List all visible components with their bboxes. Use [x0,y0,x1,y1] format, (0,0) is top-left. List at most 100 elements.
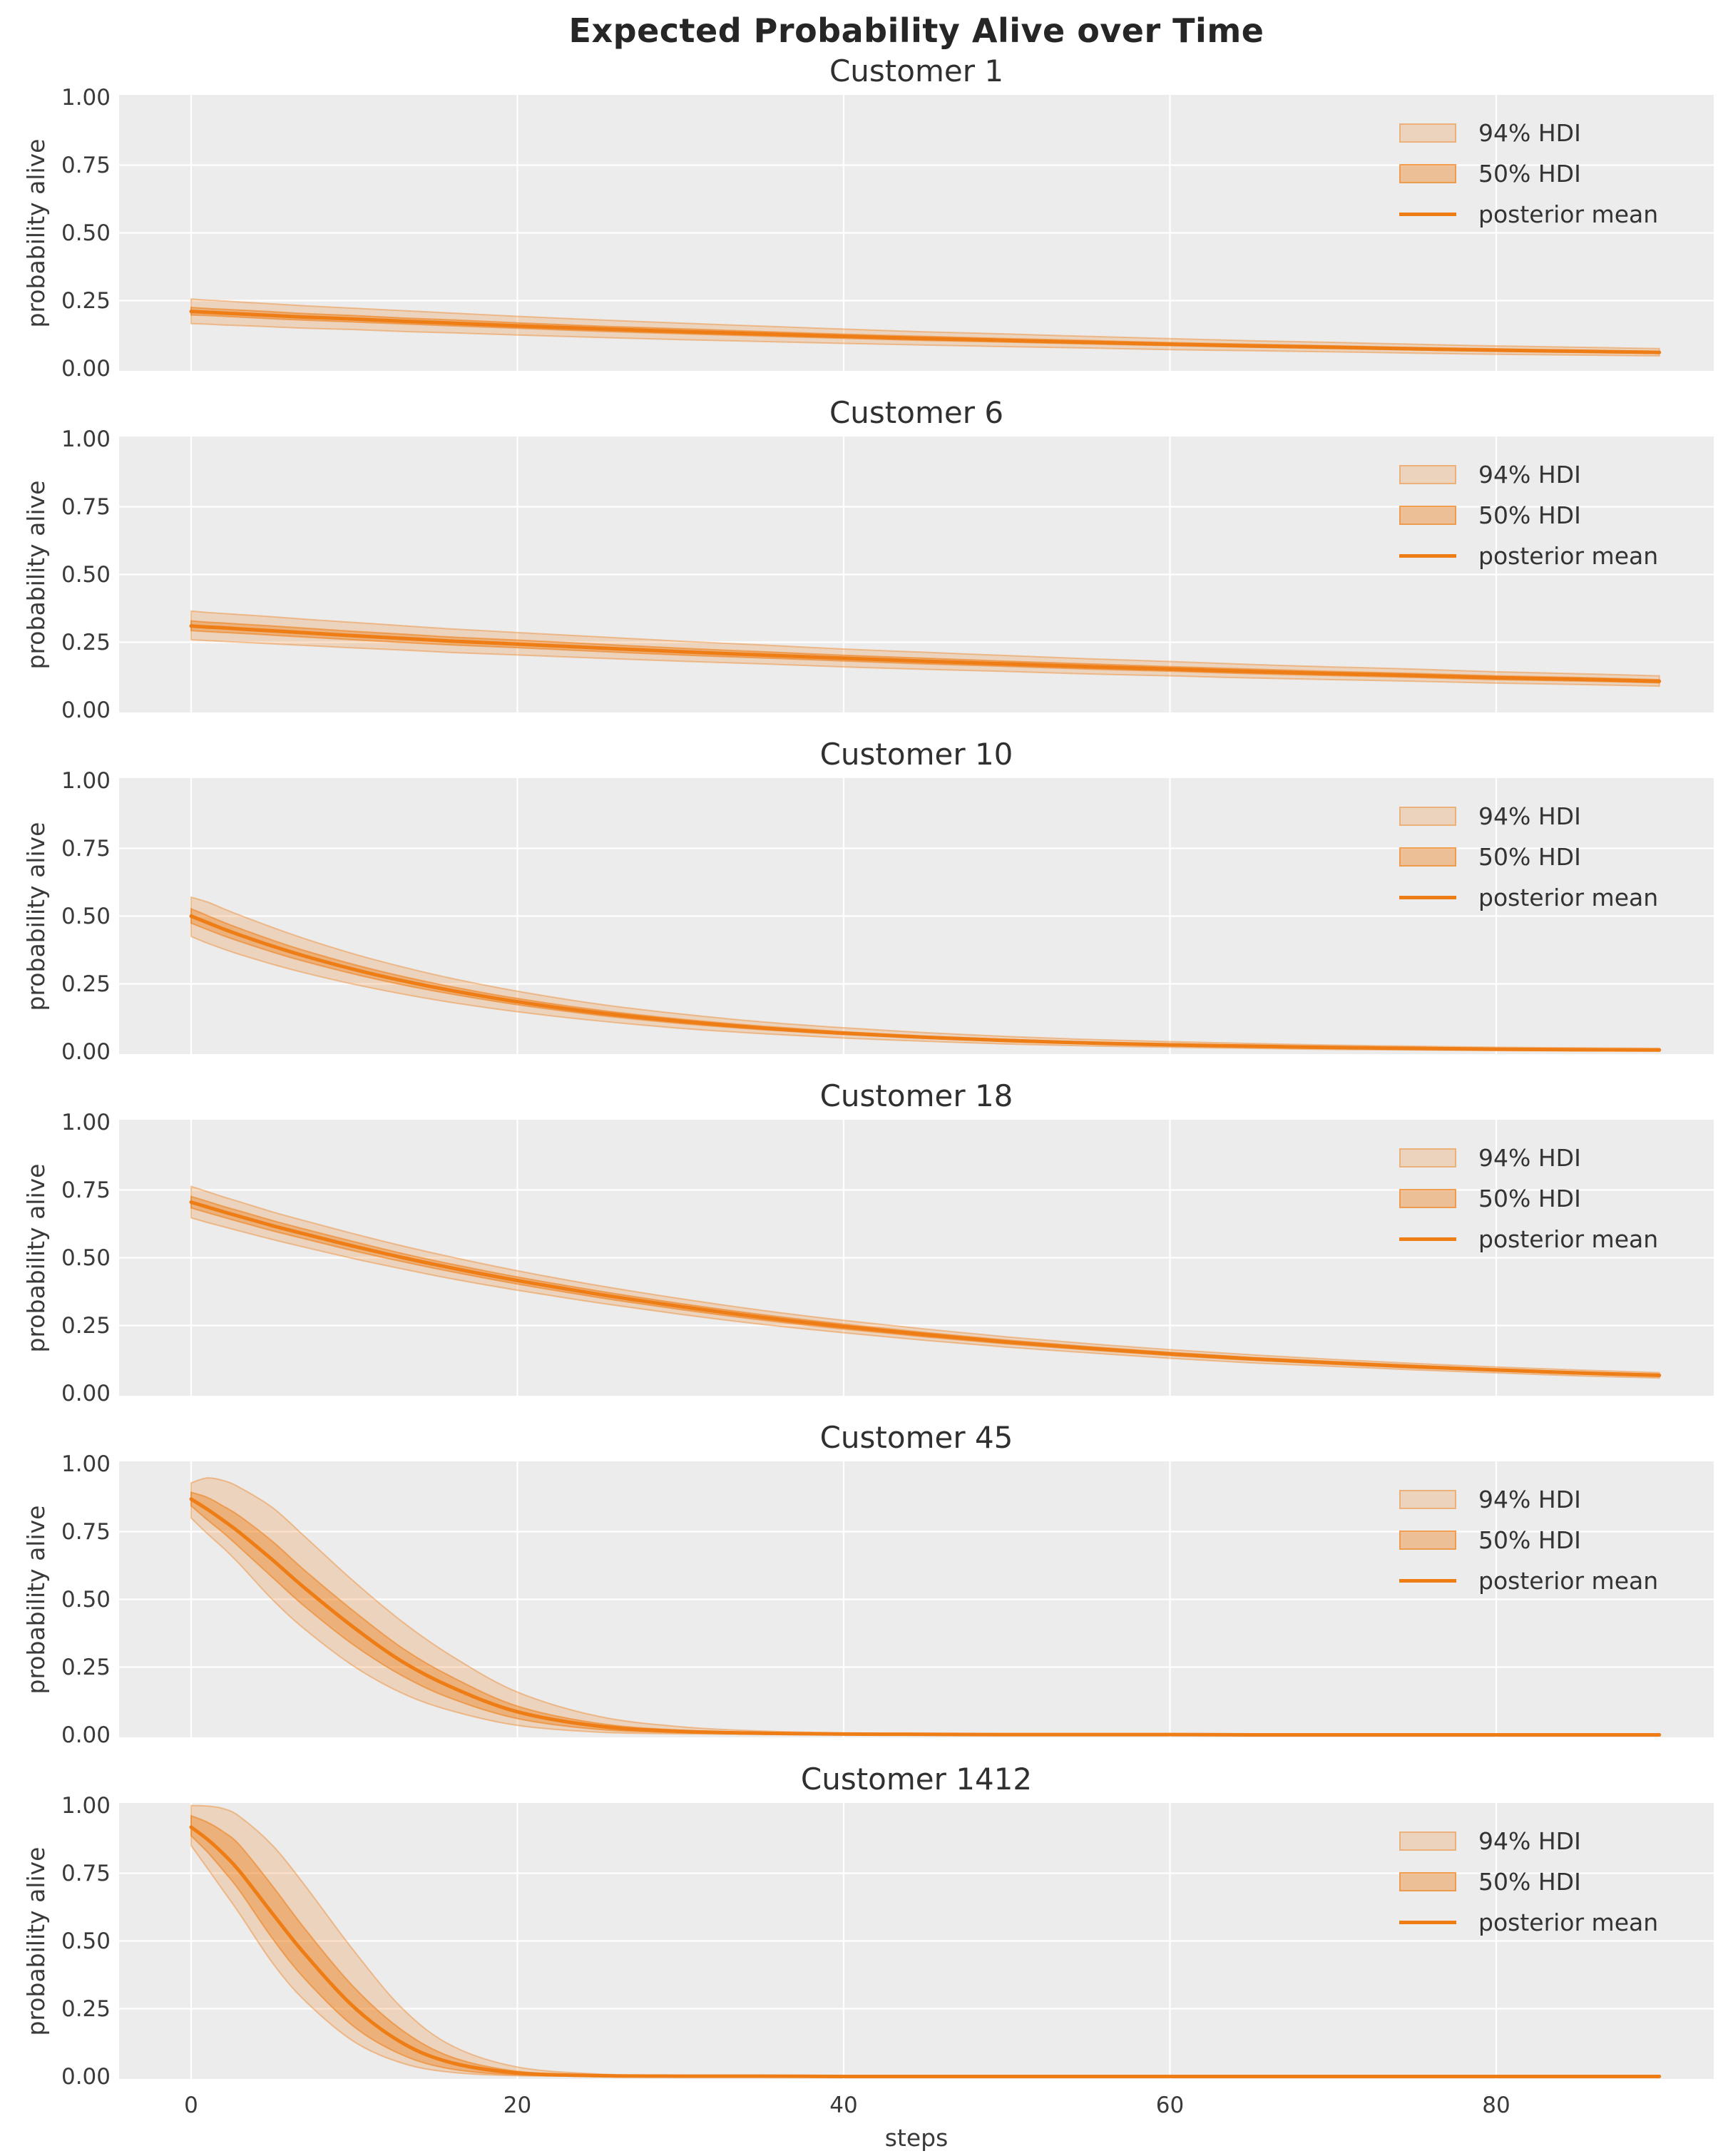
legend-item: posterior mean [1399,536,1658,576]
y-tick-label: 0.75 [61,1177,111,1203]
legend-label: posterior mean [1478,200,1659,228]
hdi-50-swatch-icon [1399,506,1456,525]
y-tick-label: 0.25 [61,629,111,655]
y-tick-label: 0.00 [61,1038,111,1065]
posterior-mean-line-icon [1399,896,1456,899]
hdi-94-swatch-icon [1399,807,1456,826]
legend-item: 94% HDI [1399,113,1658,153]
y-tick-label: 1.00 [61,1109,111,1135]
posterior-mean-line-icon [1399,1921,1456,1924]
posterior-mean-line [189,1497,1662,1737]
legend: 94% HDI 50% HDI posterior mean [1399,1479,1658,1601]
legend-item: posterior mean [1399,1560,1658,1601]
legend-item: 94% HDI [1399,1821,1658,1861]
legend-label: posterior mean [1478,1567,1659,1595]
x-tick-label: 20 [503,2093,532,2118]
y-tick-label: 0.50 [61,903,111,929]
legend-item: posterior mean [1399,1902,1658,1943]
legend-label: 50% HDI [1478,1868,1581,1896]
hdi-50-swatch-icon [1399,847,1456,867]
hdi-94-band [190,610,1660,688]
legend-item: 50% HDI [1399,1861,1658,1902]
y-tick-label: 0.75 [61,835,111,862]
posterior-mean-line [189,1200,1662,1377]
legend-label: 94% HDI [1478,461,1581,489]
legend: 94% HDI 50% HDI posterior mean [1399,454,1658,576]
hdi-94-band [190,1185,1660,1379]
hdi-94-swatch-icon [1399,465,1456,484]
y-tick-label: 0.00 [61,697,111,723]
legend-label: 50% HDI [1478,843,1581,871]
legend-label: posterior mean [1478,1225,1659,1253]
hdi-94-swatch-icon [1399,1490,1456,1509]
posterior-mean-line-icon [1399,213,1456,216]
legend: 94% HDI 50% HDI posterior mean [1399,113,1658,235]
hdi-94-swatch-icon [1399,123,1456,143]
legend-item: posterior mean [1399,877,1658,918]
plot-area: 94% HDI 50% HDI posterior mean [119,1803,1714,2079]
posterior-mean-line [189,310,1662,354]
subplot-canvas [119,1461,1714,1737]
posterior-mean-line [189,914,1662,1052]
legend-label: posterior mean [1478,542,1659,570]
hdi-94-swatch-icon [1399,1148,1456,1168]
subplot-title: Customer 1412 [800,1762,1033,1797]
legend: 94% HDI 50% HDI posterior mean [1399,796,1658,918]
legend-label: 94% HDI [1478,802,1581,830]
y-tick-label: 0.25 [61,1312,111,1339]
figure-title: Expected Probability Alive over Time [568,11,1264,50]
legend-item: 94% HDI [1399,1138,1658,1178]
subplot-title: Customer 1 [829,53,1004,88]
subplot-canvas [119,1120,1714,1396]
y-tick-label: 0.75 [61,152,111,178]
posterior-mean-line [189,1825,1662,2079]
subplot-title: Customer 10 [819,737,1013,772]
plot-area: 94% HDI 50% HDI posterior mean [119,95,1714,371]
x-axis-label: steps [884,2124,949,2152]
legend: 94% HDI 50% HDI posterior mean [1399,1138,1658,1260]
hdi-50-swatch-icon [1399,1872,1456,1891]
legend-item: 94% HDI [1399,454,1658,495]
hdi-50-swatch-icon [1399,1531,1456,1550]
posterior-mean-line-icon [1399,554,1456,558]
y-tick-label: 1.00 [61,426,111,452]
y-tick-label: 1.00 [61,767,111,794]
legend: 94% HDI 50% HDI posterior mean [1399,1821,1658,1943]
x-tick-label: 0 [184,2093,198,2118]
y-tick-label: 0.00 [61,1722,111,1748]
hdi-94-swatch-icon [1399,1831,1456,1851]
legend-item: 94% HDI [1399,1479,1658,1520]
x-tick-label: 40 [829,2093,858,2118]
legend-label: 50% HDI [1478,1526,1581,1554]
posterior-mean-line-icon [1399,1237,1456,1241]
y-tick-label: 0.00 [61,2063,111,2090]
y-tick-label: 1.00 [61,84,111,111]
y-tick-label: 0.50 [61,1586,111,1613]
y-tick-label: 0.25 [61,1654,111,1680]
x-tick-label: 80 [1482,2093,1510,2118]
plot-area: 94% HDI 50% HDI posterior mean [119,1120,1714,1396]
legend-item: 50% HDI [1399,1520,1658,1560]
legend-item: 50% HDI [1399,837,1658,877]
subplot-canvas [119,1803,1714,2079]
legend-label: 50% HDI [1478,501,1581,529]
hdi-94-band [190,298,1660,357]
legend-item: 50% HDI [1399,153,1658,194]
subplot-canvas [119,95,1714,371]
x-tick-label: 60 [1155,2093,1185,2118]
plot-area: 94% HDI 50% HDI posterior mean [119,1461,1714,1737]
posterior-mean-line-icon [1399,1579,1456,1583]
y-tick-label: 0.75 [61,1860,111,1886]
legend-label: 50% HDI [1478,160,1581,188]
legend-item: posterior mean [1399,1219,1658,1260]
y-tick-label: 0.00 [61,355,111,382]
y-tick-label: 0.25 [61,971,111,997]
y-tick-label: 0.25 [61,1996,111,2022]
subplot-canvas [119,436,1714,712]
y-tick-label: 1.00 [61,1792,111,1819]
legend-label: 50% HDI [1478,1185,1581,1212]
legend-label: posterior mean [1478,884,1659,911]
legend-item: 94% HDI [1399,796,1658,837]
legend-label: 94% HDI [1478,119,1581,147]
